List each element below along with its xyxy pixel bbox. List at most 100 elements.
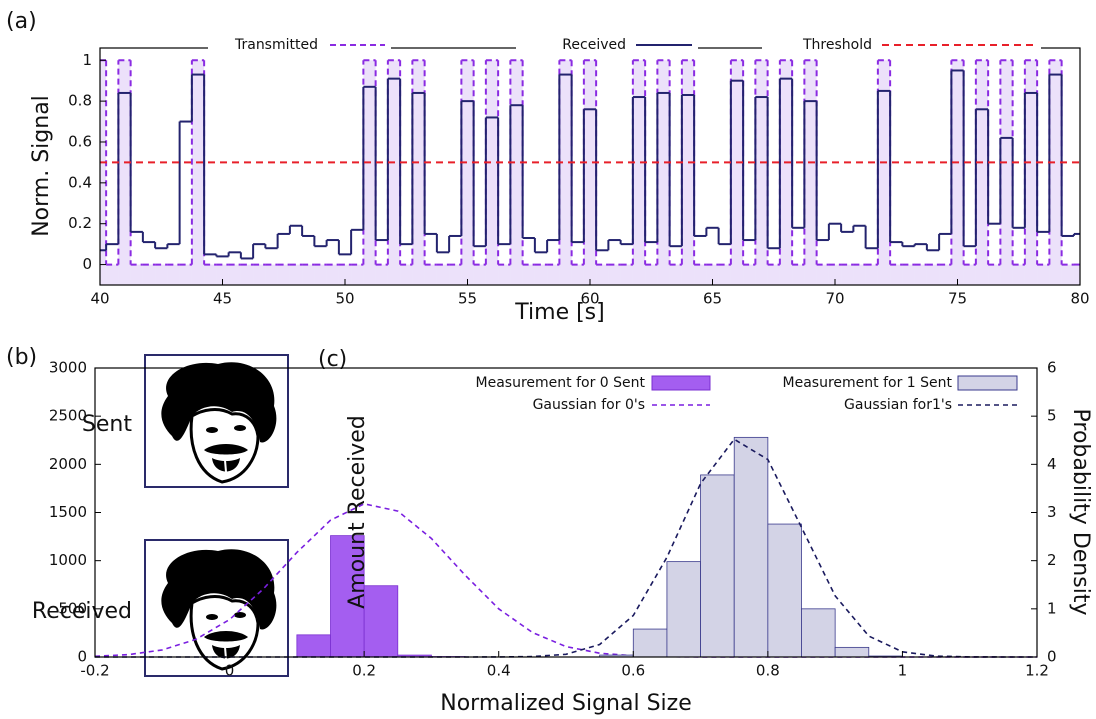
y-tick-label: 0.2	[68, 214, 92, 232]
signal-fill	[1049, 60, 1062, 285]
signal-fill	[828, 264, 842, 285]
y-tick-label: 0	[82, 255, 92, 273]
signal-fill	[743, 264, 756, 285]
x-tick-label: 1	[898, 662, 908, 680]
signal-fill	[204, 264, 217, 285]
y-tick-label: 0	[77, 648, 87, 666]
signal-fill	[853, 264, 866, 285]
signal-fill	[730, 60, 744, 285]
y2-tick-label: 0	[1047, 648, 1057, 666]
x-tick-label: 0.8	[756, 662, 780, 680]
panel-label: (a)	[6, 9, 37, 34]
signal-fill	[1012, 264, 1025, 285]
signal-fill	[1073, 264, 1080, 285]
x-tick-label: -0.2	[80, 662, 109, 680]
y-tick-label: 2500	[49, 407, 87, 425]
signal-fill	[289, 264, 303, 285]
signal-fill	[681, 60, 695, 285]
signal-fill	[338, 264, 352, 285]
x-tick-label: 50	[335, 290, 354, 308]
signal-fill	[632, 60, 646, 285]
legend-label: Measurement for 0 Sent	[476, 375, 646, 391]
x-axis-label: Time [s]	[514, 300, 604, 325]
legend-label: Measurement for 1 Sent	[783, 375, 953, 391]
signal-fill	[547, 264, 560, 285]
y2-tick-label: 3	[1047, 503, 1057, 521]
y2-tick-label: 4	[1047, 455, 1057, 473]
signal-fill	[902, 264, 915, 285]
signal-fill	[167, 264, 180, 285]
signal-fill	[130, 264, 143, 285]
signal-fill	[951, 60, 964, 285]
signal-fill	[988, 264, 1001, 285]
signal-fill	[424, 264, 437, 285]
signal-fill	[277, 264, 290, 285]
histogram-bar	[700, 474, 735, 658]
y2-tick-label: 2	[1047, 551, 1057, 569]
signal-fill	[559, 60, 572, 285]
signal-fill	[473, 264, 486, 285]
signal-fill	[755, 60, 768, 285]
x-tick-label: 1.2	[1025, 662, 1049, 680]
y-tick-label: 0.4	[68, 173, 92, 191]
image-label: Received	[32, 599, 132, 624]
legend-label: Gaussian for 0's	[533, 397, 645, 413]
legend-label: Gaussian for1's	[844, 397, 952, 413]
signal-fill	[228, 264, 241, 285]
signal-fill	[534, 264, 548, 285]
signal-fill	[191, 60, 205, 285]
y-tick-label: 3000	[49, 359, 87, 377]
x-tick-label: 75	[948, 290, 967, 308]
y-axis-label: Norm. Signal	[29, 95, 54, 237]
signal-fill	[1061, 264, 1074, 285]
signal-fill	[865, 264, 878, 285]
signal-fill	[841, 264, 854, 285]
signal-fill	[718, 264, 731, 285]
legend-bg	[208, 35, 391, 55]
x-tick-label: 0.4	[487, 662, 511, 680]
image-received	[144, 539, 289, 677]
signal-fill	[877, 60, 891, 285]
signal-fill	[963, 264, 976, 285]
signal-fill	[375, 264, 388, 285]
signal-fill	[498, 264, 511, 285]
x-tick-label: 0	[225, 662, 235, 680]
signal-fill	[387, 60, 401, 285]
signal-fill	[485, 60, 499, 285]
y2-tick-label: 1	[1047, 599, 1057, 617]
signal-fill	[645, 264, 658, 285]
signal-fill	[779, 60, 793, 285]
signal-fill	[804, 60, 817, 285]
x-tick-label: 0.2	[352, 662, 376, 680]
signal-fill	[657, 60, 670, 285]
signal-fill	[975, 60, 989, 285]
signal-fill	[571, 264, 584, 285]
y2-axis-label: Probability Density	[1068, 409, 1093, 616]
y-tick-label: 1000	[49, 551, 87, 569]
y-tick-label: 0.6	[68, 132, 92, 150]
signal-fill	[608, 264, 621, 285]
signal-fill	[914, 264, 927, 285]
y-tick-label: 0.8	[68, 92, 92, 110]
signal-fill	[461, 60, 474, 285]
x-axis-label: Normalized Signal Size	[440, 691, 692, 716]
signal-fill	[890, 264, 903, 285]
signal-fill	[216, 264, 229, 285]
y-axis-label: Amount Received	[345, 415, 370, 609]
image-label: Sent	[82, 412, 132, 437]
signal-fill	[1024, 60, 1038, 285]
signal-fill	[240, 264, 254, 285]
legend-swatch	[651, 375, 711, 391]
legend-bg	[762, 35, 1041, 55]
signal-fill	[265, 264, 278, 285]
y-tick-label: 1	[82, 51, 92, 69]
histogram-bar	[767, 523, 802, 658]
signal-fill	[179, 264, 192, 285]
histogram-bar	[666, 561, 701, 658]
signal-fill	[314, 264, 327, 285]
legend-swatch	[957, 375, 1018, 391]
histogram-bar	[296, 634, 331, 658]
signal-fill	[400, 264, 413, 285]
signal-fill	[767, 264, 780, 285]
